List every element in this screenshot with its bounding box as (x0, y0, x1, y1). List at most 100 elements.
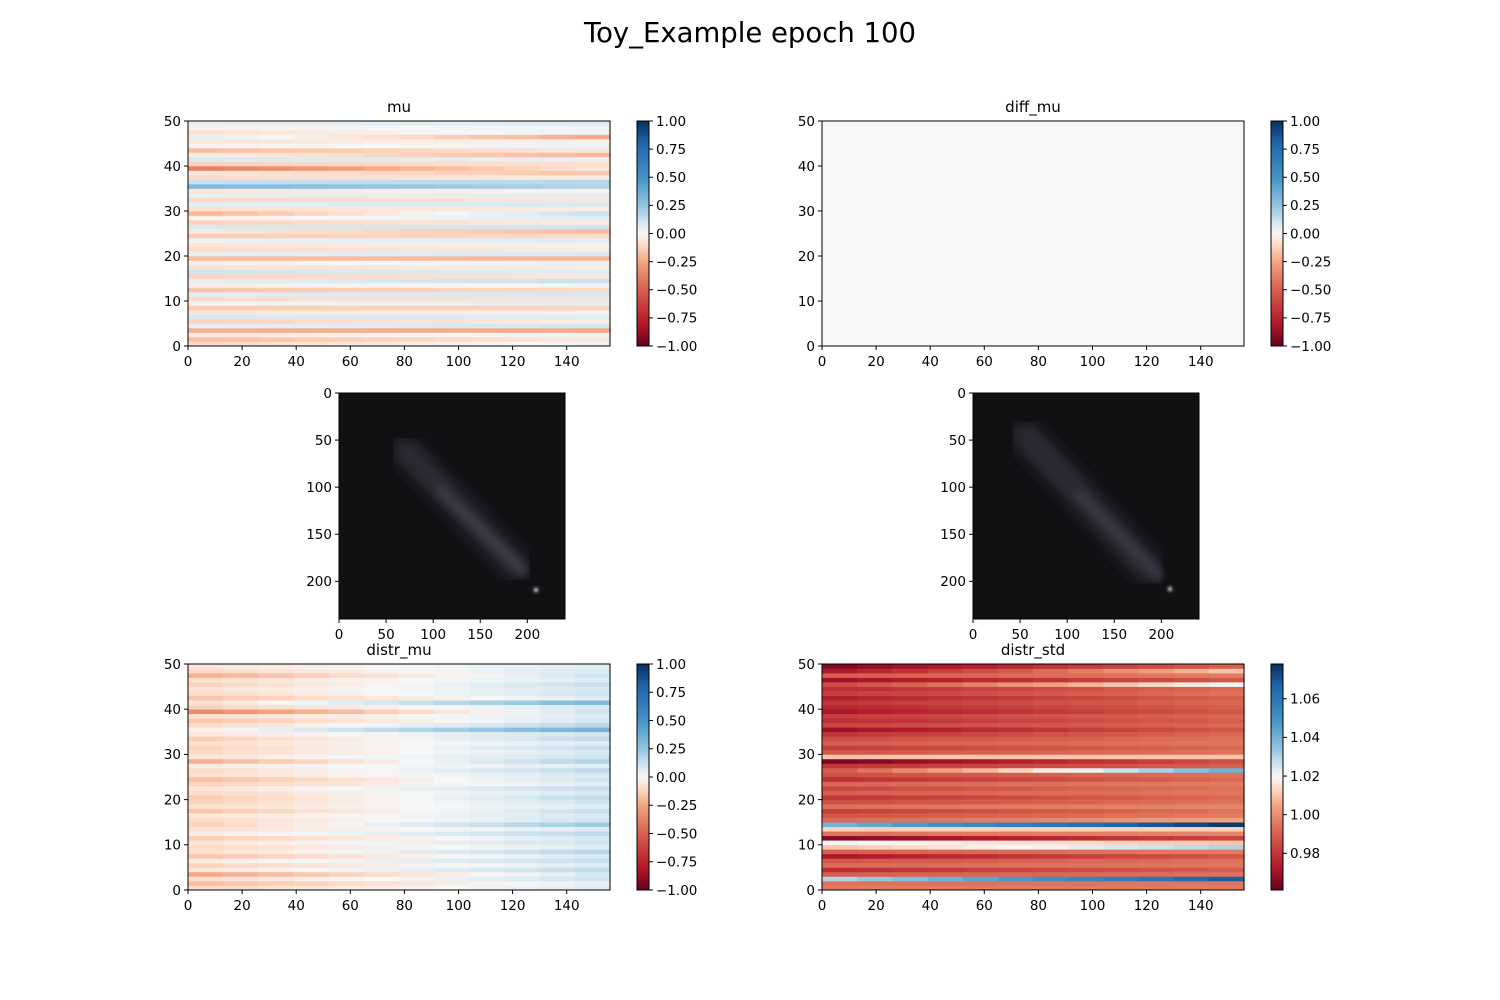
heatmap-cell (223, 763, 259, 769)
heatmap-cell (293, 740, 330, 746)
heatmap-cell (399, 858, 435, 864)
heatmap-cell (539, 175, 576, 180)
heatmap-cell (1138, 319, 1175, 324)
heatmap-cell (328, 206, 365, 212)
heatmap-cell (469, 777, 506, 782)
heatmap-cell (822, 786, 858, 791)
heatmap-cell (399, 700, 435, 705)
heatmap-cell (1068, 139, 1104, 144)
heatmap-cell (399, 713, 435, 719)
heatmap-cell (363, 296, 400, 302)
heatmap-cell (1068, 831, 1104, 837)
heatmap-cell (822, 817, 858, 823)
heatmap-cell (892, 781, 929, 787)
heatmap-cell (539, 795, 576, 800)
heatmap-cell (822, 668, 858, 674)
heatmap-cell (223, 772, 259, 778)
heatmap-cell (399, 831, 435, 837)
heatmap-cell (188, 247, 224, 252)
heatmap-cell (1208, 215, 1245, 221)
heatmap-cell (1208, 202, 1245, 207)
heatmap-cell (857, 795, 893, 800)
heatmap-cell (857, 740, 893, 746)
heatmap-cell (857, 328, 893, 333)
heatmap-cell (434, 673, 470, 678)
heatmap-cell (1068, 727, 1104, 733)
heatmap-cell (927, 840, 964, 846)
heatmap-cell (1033, 826, 1069, 832)
heatmap-cell (363, 795, 400, 800)
heatmap-cell (504, 148, 541, 153)
x-tick-label: 100 (1080, 354, 1106, 370)
heatmap-cell (223, 121, 259, 126)
heatmap-cell (1208, 804, 1245, 809)
x-tick-label: 80 (1030, 898, 1047, 914)
heatmap-cell (892, 278, 929, 284)
heatmap-cell (1103, 247, 1140, 252)
heatmap-cell (188, 777, 224, 782)
heatmap-cell (892, 130, 929, 135)
heatmap-cell (892, 332, 929, 338)
heatmap-cell (892, 713, 929, 719)
heatmap-cell (539, 206, 576, 212)
heatmap-cell (1208, 826, 1245, 832)
heatmap-cell (857, 292, 893, 297)
heatmap-cell (223, 700, 259, 705)
heatmap-cell (1068, 682, 1104, 687)
heatmap-cell (399, 840, 435, 846)
heatmap-cell (1068, 292, 1104, 297)
image-bright-spot (531, 585, 541, 595)
heatmap-cell (188, 704, 224, 710)
colorbar-tick-label: −0.50 (656, 283, 697, 299)
heatmap-cell (363, 211, 400, 216)
heatmap-cell (188, 220, 224, 225)
heatmap-cell (399, 215, 435, 221)
heatmap-cell (822, 664, 858, 669)
heatmap-cell (1033, 835, 1069, 841)
heatmap-cell (328, 835, 365, 841)
heatmap-cell (293, 157, 330, 162)
heatmap-cell (188, 673, 224, 678)
heatmap-cell (539, 314, 576, 320)
heatmap-cell (1138, 668, 1175, 674)
heatmap-cell (434, 310, 470, 315)
heatmap-cell (857, 876, 893, 882)
heatmap-cell (997, 664, 1034, 669)
colorbar-tick-label: 0.00 (1290, 226, 1320, 242)
heatmap-cell (1033, 224, 1069, 230)
x-tick-label: 100 (446, 898, 472, 914)
heatmap-cell (223, 795, 259, 800)
heatmap-cell (1103, 713, 1140, 719)
heatmap-cell (927, 871, 964, 877)
heatmap-cell (328, 242, 365, 248)
heatmap-cell (1103, 121, 1140, 126)
heatmap-cell (1173, 265, 1210, 270)
heatmap-cell (258, 175, 295, 180)
heatmap-cell (1208, 175, 1245, 180)
x-tick-label: 80 (396, 898, 413, 914)
heatmap-cell (574, 722, 611, 728)
heatmap-cell (469, 858, 506, 864)
heatmap-cell (1138, 826, 1175, 832)
heatmap-cell (258, 179, 295, 185)
y-tick-label: 10 (798, 838, 815, 854)
heatmap-cell (434, 745, 470, 751)
heatmap-cell (363, 287, 400, 293)
heatmap-cell (223, 296, 259, 302)
heatmap-cell (1103, 858, 1140, 864)
heatmap-cell (223, 664, 259, 669)
heatmap-cell (223, 238, 259, 243)
heatmap-cell (539, 709, 576, 715)
heatmap-cell (399, 808, 435, 814)
heatmap-cell (1208, 269, 1245, 275)
heatmap-cell (1033, 876, 1069, 882)
heatmap-cell (258, 876, 295, 882)
heatmap-cell (469, 740, 506, 746)
heatmap-cell (504, 709, 541, 715)
heatmap-cell (927, 301, 964, 306)
heatmap-cell (892, 247, 929, 252)
heatmap-cell (927, 247, 964, 252)
heatmap-cell (997, 233, 1034, 239)
heatmap-cell (574, 817, 611, 823)
